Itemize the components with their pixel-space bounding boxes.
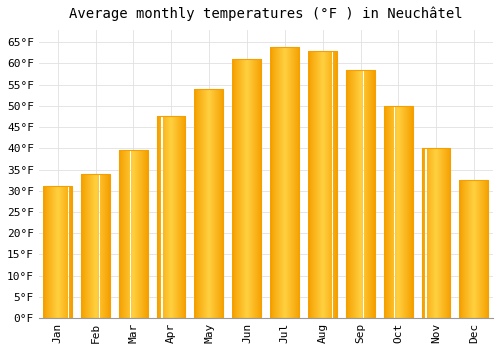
Title: Average monthly temperatures (°F ) in Neuchâtel: Average monthly temperatures (°F ) in Ne… (69, 7, 462, 21)
